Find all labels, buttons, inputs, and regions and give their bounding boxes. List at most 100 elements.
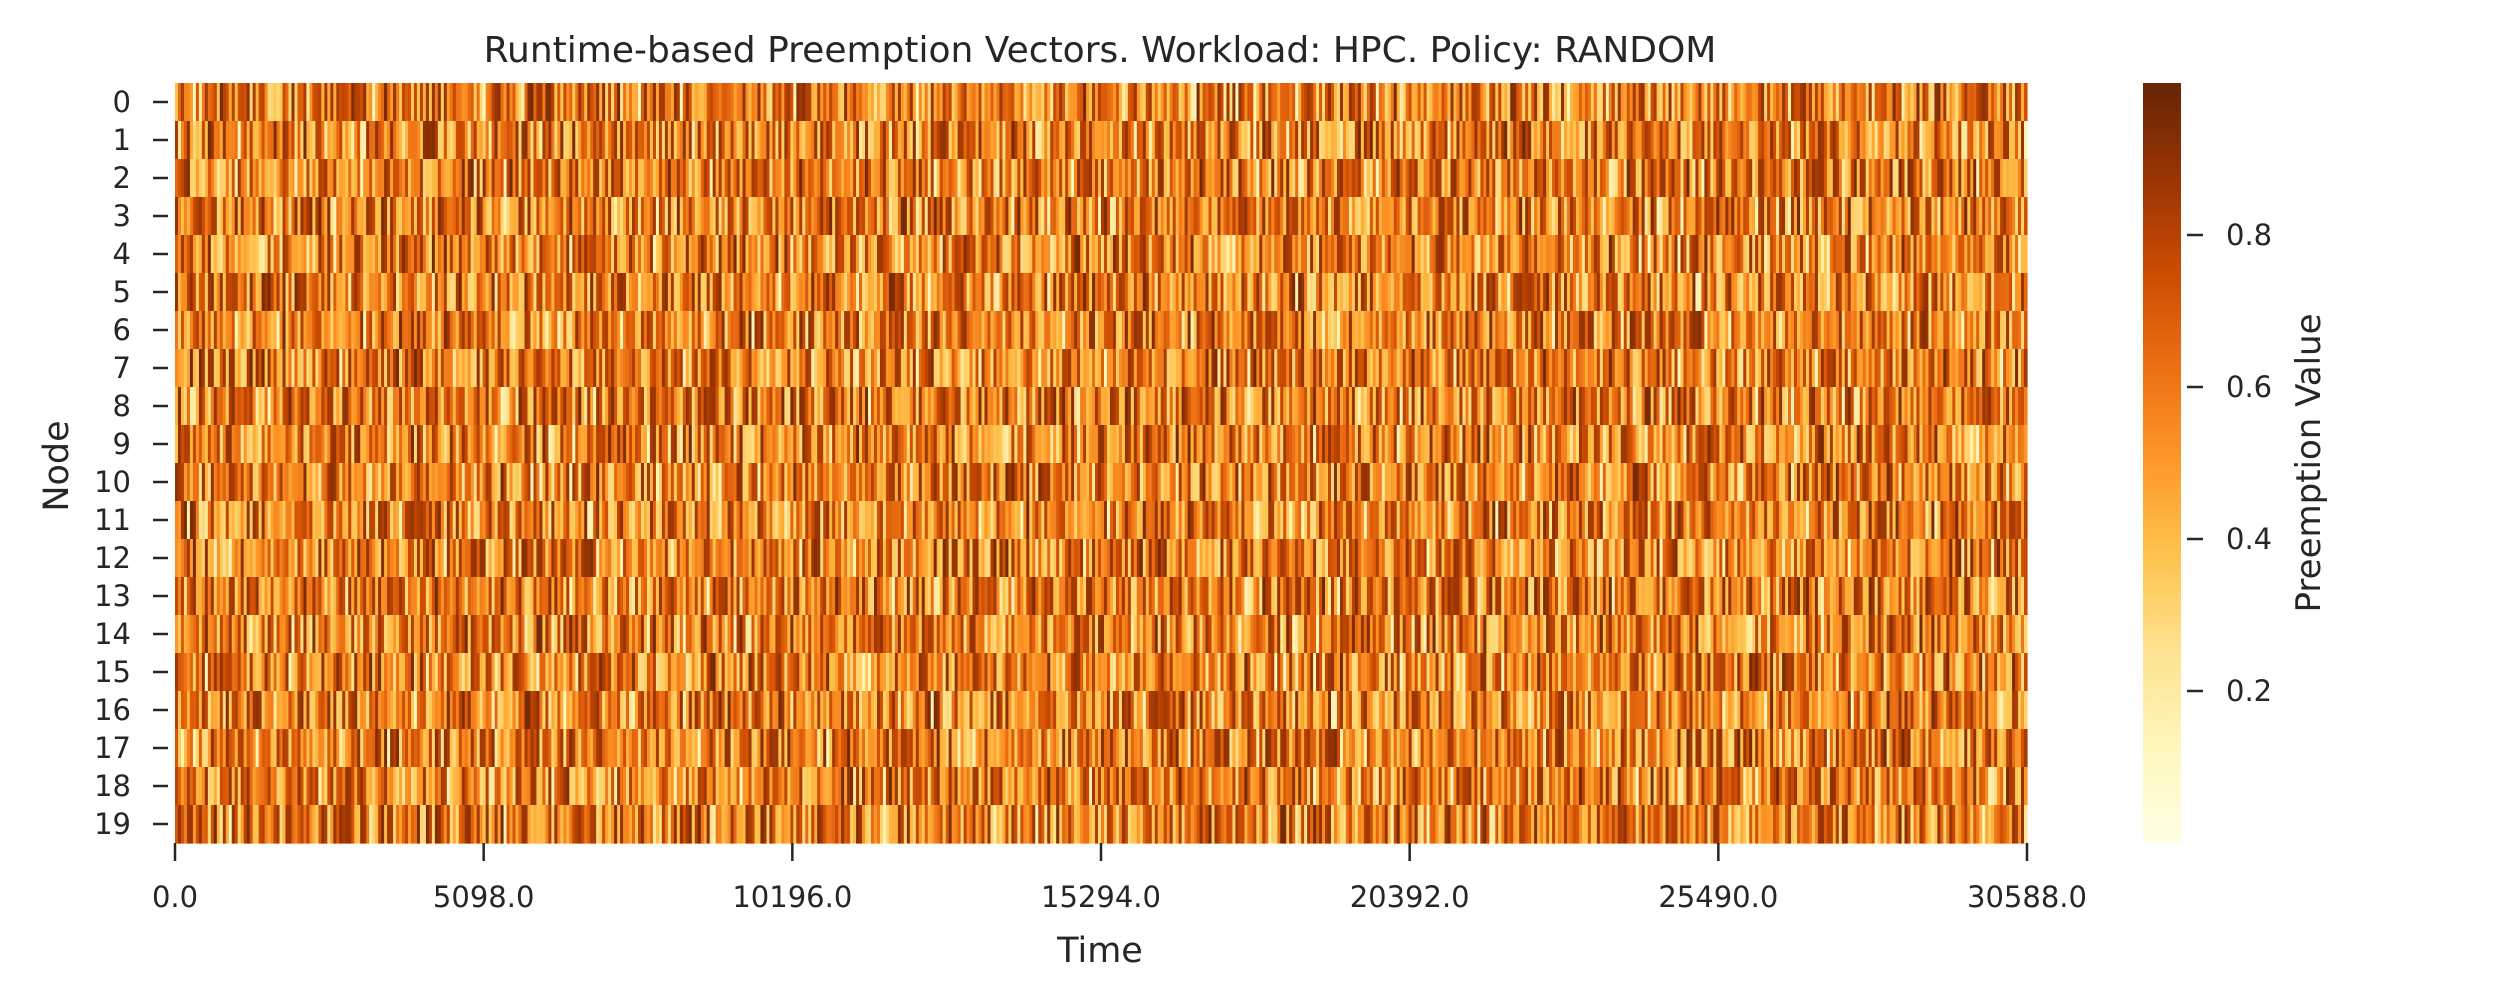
heatmap-cell	[817, 273, 821, 312]
heatmap-cell	[1889, 349, 1894, 388]
heatmap-cell	[1044, 197, 1048, 236]
heatmap-cell	[1059, 235, 1063, 274]
heatmap-cell	[1372, 121, 1377, 160]
heatmap-cell	[1555, 311, 1559, 350]
heatmap-cell	[252, 121, 257, 160]
heatmap-cell	[897, 273, 902, 312]
heatmap-cell	[605, 311, 609, 350]
heatmap-cell	[829, 235, 833, 274]
heatmap-cell	[1071, 235, 1075, 274]
heatmap-cell	[682, 311, 687, 350]
heatmap-cell	[1313, 311, 1317, 350]
heatmap-cell	[850, 121, 854, 160]
heatmap-cell	[1477, 311, 1481, 350]
heatmap-cell	[1447, 349, 1452, 388]
heatmap-cell	[1151, 273, 1156, 312]
heatmap-cell	[1223, 197, 1228, 236]
heatmap-cell	[605, 349, 609, 388]
heatmap-cell	[808, 349, 812, 388]
heatmap-cell	[1955, 273, 1959, 312]
heatmap-cell	[1764, 349, 1768, 388]
heatmap-cell	[551, 83, 555, 122]
heatmap-cell	[396, 197, 400, 236]
heatmap-cell	[1590, 311, 1595, 350]
heatmap-cell	[1880, 349, 1885, 388]
heatmap-cell	[2018, 235, 2022, 274]
heatmap-cell	[1540, 159, 1544, 198]
heatmap-cell	[1525, 83, 1529, 122]
heatmap-cell	[1429, 83, 1434, 122]
heatmap-cell	[1835, 273, 1840, 312]
heatmap-cell	[1907, 273, 1912, 312]
heatmap-cell	[1298, 349, 1302, 388]
heatmap-cell	[841, 235, 845, 274]
heatmap-cell	[1121, 83, 1126, 122]
heatmap-cell	[1002, 83, 1007, 122]
heatmap-cell	[1572, 273, 1577, 312]
heatmap-cell	[177, 311, 182, 350]
heatmap-cell	[623, 349, 627, 388]
heatmap-cell	[1292, 235, 1296, 274]
heatmap-cell	[1611, 273, 1616, 312]
heatmap-cell	[1145, 235, 1150, 274]
heatmap-cell	[1447, 273, 1452, 312]
heatmap-cell	[1316, 83, 1320, 122]
heatmap-cell	[924, 235, 929, 274]
heatmap-cell	[649, 235, 654, 274]
heatmap-cell	[1372, 197, 1377, 236]
heatmap-cell	[1770, 235, 1774, 274]
heatmap-cell	[1913, 311, 1918, 350]
heatmap-cell	[225, 273, 230, 312]
heatmap-cell	[1835, 121, 1840, 160]
heatmap-cell	[437, 83, 442, 122]
heatmap-cell	[987, 311, 992, 350]
heatmap-cell	[1814, 273, 1819, 312]
heatmap-cell	[1438, 311, 1443, 350]
heatmap-cell	[1405, 273, 1410, 312]
heatmap-cell	[497, 83, 502, 122]
heatmap-cell	[1749, 349, 1753, 388]
heatmap-cell	[1686, 349, 1691, 388]
heatmap-cell	[632, 121, 636, 160]
heatmap-cell	[1796, 159, 1801, 198]
heatmap-cell	[1274, 349, 1278, 388]
heatmap-cell	[512, 235, 517, 274]
heatmap-cell	[1142, 83, 1147, 122]
heatmap-cell	[1041, 349, 1045, 388]
heatmap-cell	[1531, 311, 1535, 350]
heatmap-cell	[927, 235, 932, 274]
heatmap-cell	[1211, 159, 1216, 198]
heatmap-cell	[1139, 235, 1144, 274]
heatmap-cell	[1922, 83, 1927, 122]
heatmap-cell	[1271, 159, 1275, 198]
heatmap-cell	[1758, 349, 1762, 388]
heatmap-cell	[1124, 235, 1129, 274]
heatmap-cell	[900, 197, 905, 236]
heatmap-cell	[300, 121, 305, 160]
heatmap-cell	[966, 273, 971, 312]
heatmap-cell	[515, 235, 520, 274]
heatmap-cell	[390, 235, 394, 274]
heatmap-cell	[1805, 121, 1810, 160]
heatmap-cell	[1575, 159, 1580, 198]
heatmap-cell	[957, 235, 962, 274]
heatmap-cell	[2006, 349, 2010, 388]
heatmap-cell	[673, 349, 678, 388]
heatmap-cell	[793, 349, 797, 388]
heatmap-cell	[1157, 121, 1162, 160]
heatmap-cell	[844, 83, 848, 122]
heatmap-cell	[643, 311, 648, 350]
heatmap-cell	[811, 311, 815, 350]
heatmap-cell	[1889, 121, 1894, 160]
heatmap-cell	[1677, 83, 1682, 122]
heatmap-cell	[1528, 235, 1532, 274]
heatmap-cell	[1396, 197, 1401, 236]
heatmap-cell	[1961, 159, 1965, 198]
heatmap-cell	[237, 387, 242, 426]
heatmap-cell	[234, 197, 239, 236]
heatmap-cell	[1704, 273, 1708, 312]
heatmap-cell	[1265, 83, 1269, 122]
heatmap-cell	[790, 273, 794, 312]
heatmap-cell	[1752, 83, 1756, 122]
heatmap-cell	[805, 349, 809, 388]
